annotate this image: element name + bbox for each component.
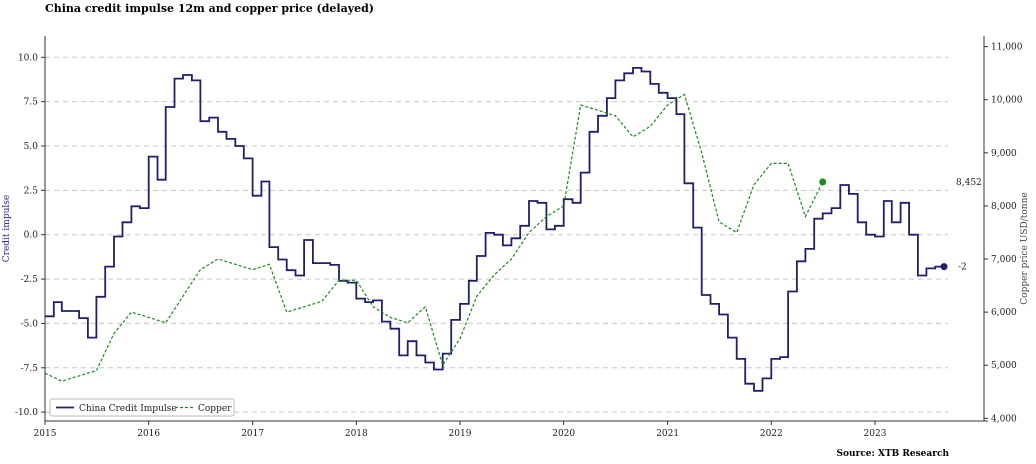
series-end-marker-copper [819, 178, 827, 186]
y-right-tick-label: 8,000 [991, 202, 1017, 212]
chart-legend: China Credit Impulse Copper [49, 398, 235, 417]
y-left-tick-label: -10.0 [15, 408, 38, 418]
y-left-tick-label: 10.0 [18, 53, 38, 63]
axes-layer: -10.0 -7.5 -5.0 -2.5 0.0 2.5 5.0 7.5 10.0 4,000 5,… [2, 36, 1030, 439]
x-tick-label: 2023 [864, 429, 887, 439]
legend-label-credit-impulse: China Credit Impulse [79, 404, 177, 414]
x-tick-label: 2020 [552, 429, 575, 439]
legend-box [49, 398, 235, 417]
series-line-credit-impulse [45, 67, 944, 392]
y-left-tick-label: 2.5 [24, 186, 39, 196]
y-left-tick-label: 5.0 [24, 142, 39, 152]
end-value-label-credit-impulse: -2 [958, 263, 967, 273]
y-left-axis-label: Credit impulse [2, 195, 12, 262]
end-value-label-copper: 8,452 [956, 178, 982, 188]
series-line-copper [44, 93, 824, 382]
x-tick-label: 2018 [345, 429, 368, 439]
chart-source: Source: XTB Research [836, 449, 949, 459]
series-layer [44, 67, 948, 392]
y-right-tick-label: 7,000 [991, 255, 1017, 265]
x-tick-label: 2021 [656, 429, 679, 439]
x-tick-label: 2022 [760, 429, 783, 439]
y-left-tick-label: 7.5 [24, 98, 39, 108]
x-tick-label: 2017 [241, 429, 264, 439]
chart-title: China credit impulse 12m and copper pric… [45, 2, 375, 15]
y-right-tick-label: 9,000 [991, 149, 1017, 159]
y-right-tick-label: 5,000 [991, 361, 1017, 371]
x-tick-label: 2016 [137, 429, 160, 439]
y-right-tick-label: 11,000 [991, 43, 1023, 53]
y-right-tick-label: 10,000 [991, 96, 1023, 106]
y-left-tick-label: 0.0 [24, 231, 39, 241]
series-end-marker-credit-impulse [940, 263, 948, 271]
y-right-axis-label: Copper price USD/tonne [1020, 192, 1030, 304]
y-left-tick-label: -2.5 [21, 275, 39, 285]
y-left-tick-label: -7.5 [21, 364, 39, 374]
x-tick-label: 2015 [34, 429, 57, 439]
x-tick-label: 2019 [449, 429, 472, 439]
label-layer: -2 8,452 [956, 178, 982, 273]
y-right-tick-label: 4,000 [991, 414, 1017, 424]
legend-label-copper: Copper [198, 404, 232, 414]
y-left-tick-label: -5.0 [21, 319, 39, 329]
y-right-tick-label: 6,000 [991, 308, 1017, 318]
